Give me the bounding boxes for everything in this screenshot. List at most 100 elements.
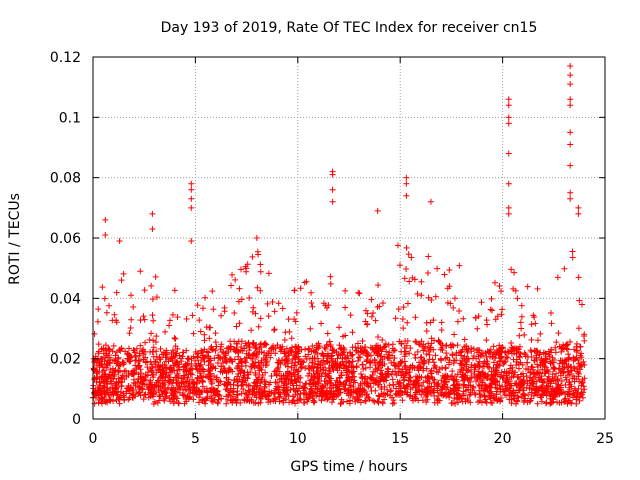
data-point [451, 331, 458, 338]
data-point [424, 377, 431, 384]
data-point [221, 308, 228, 315]
data-point [508, 340, 515, 347]
data-point [121, 360, 128, 367]
data-point [233, 323, 240, 330]
data-point [232, 276, 239, 283]
data-point [562, 374, 569, 381]
data-point [411, 276, 418, 283]
data-point [456, 307, 463, 314]
data-point [273, 383, 280, 390]
data-point [456, 262, 463, 269]
data-point [414, 377, 421, 384]
data-point [487, 384, 494, 391]
data-point [137, 317, 144, 324]
data-point [225, 387, 232, 394]
data-point [201, 331, 208, 338]
data-point [386, 349, 393, 356]
data-point [228, 343, 235, 350]
data-point [475, 313, 482, 320]
data-point [316, 343, 323, 350]
data-point [547, 395, 554, 402]
data-point [270, 390, 277, 397]
data-point [337, 345, 344, 352]
data-point [563, 360, 570, 367]
data-point [194, 374, 201, 381]
data-point [557, 357, 564, 364]
data-point [478, 299, 485, 306]
data-point [112, 380, 119, 387]
data-point [171, 287, 178, 294]
data-point [153, 353, 160, 360]
data-point [573, 354, 580, 361]
data-point [490, 394, 497, 401]
data-point [568, 367, 575, 374]
data-point [561, 396, 568, 403]
data-point [97, 382, 104, 389]
data-point [510, 390, 517, 397]
data-point [276, 368, 283, 375]
data-point [338, 400, 345, 407]
data-point [567, 81, 574, 88]
data-point [368, 313, 375, 320]
data-point [493, 367, 500, 374]
data-point [255, 376, 262, 383]
data-point [531, 347, 538, 354]
data-point [142, 339, 149, 346]
data-point [109, 369, 116, 376]
data-point [186, 367, 193, 374]
data-point [423, 319, 430, 326]
data-point [309, 355, 316, 362]
data-point [575, 204, 582, 211]
data-point [423, 399, 430, 406]
y-tick-label: 0.06 [50, 231, 81, 247]
data-point [103, 397, 110, 404]
data-point [343, 377, 350, 384]
data-point [276, 398, 283, 405]
data-point [342, 287, 349, 294]
data-point [463, 342, 470, 349]
data-point [508, 382, 515, 389]
data-point [247, 369, 254, 376]
data-point [487, 349, 494, 356]
data-point [295, 375, 302, 382]
data-point [307, 325, 314, 332]
data-point [117, 347, 124, 354]
data-point [173, 395, 180, 402]
data-point [359, 344, 366, 351]
data-point [412, 314, 419, 321]
data-point [308, 289, 315, 296]
data-point [205, 362, 212, 369]
data-point [329, 186, 336, 193]
data-point [329, 399, 335, 406]
data-point [527, 369, 534, 376]
data-point [188, 186, 195, 193]
data-point [324, 350, 331, 357]
data-point [396, 379, 403, 386]
data-point [381, 396, 388, 403]
data-point [113, 396, 120, 403]
data-point [459, 362, 466, 369]
data-point [403, 266, 410, 273]
data-point [505, 102, 512, 109]
data-point [333, 377, 340, 384]
data-point [570, 356, 577, 363]
data-point [334, 355, 341, 362]
data-point [174, 379, 181, 386]
data-point [418, 391, 425, 398]
data-point [517, 319, 524, 326]
data-point [109, 317, 116, 324]
data-point [499, 383, 506, 390]
data-point [426, 351, 433, 358]
data-point [183, 315, 190, 322]
data-point [416, 373, 423, 380]
data-point [537, 394, 544, 401]
data-point [370, 397, 377, 404]
data-point [136, 362, 143, 369]
data-point [420, 379, 427, 386]
data-point [548, 309, 555, 316]
data-point [286, 399, 293, 406]
data-point [305, 372, 312, 379]
data-point [384, 386, 391, 393]
data-point [311, 398, 318, 405]
data-point [123, 388, 130, 395]
